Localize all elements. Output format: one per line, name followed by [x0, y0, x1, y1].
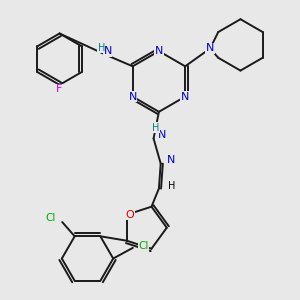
Text: N: N	[128, 92, 137, 102]
Text: H: H	[168, 181, 175, 190]
Text: F: F	[56, 84, 63, 94]
Text: N: N	[158, 130, 167, 140]
Text: N: N	[167, 155, 175, 165]
Text: Cl: Cl	[46, 214, 56, 224]
Text: H: H	[98, 43, 105, 53]
Text: N: N	[181, 92, 189, 102]
Text: H: H	[152, 123, 159, 133]
Text: O: O	[125, 210, 134, 220]
Text: N: N	[103, 46, 112, 56]
Text: N: N	[206, 44, 214, 53]
Text: Cl: Cl	[138, 241, 149, 251]
Text: N: N	[155, 46, 163, 56]
